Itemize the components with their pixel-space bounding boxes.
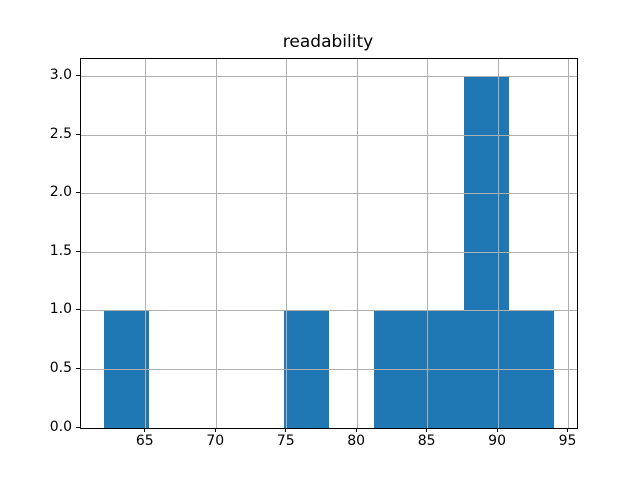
y-tick-label: 0.0 (49, 418, 72, 435)
y-tick-mark (76, 250, 80, 252)
y-tick-mark (76, 192, 80, 194)
y-gridline (81, 134, 577, 136)
x-tick-label: 80 (347, 433, 366, 449)
y-tick-label: 1.0 (49, 301, 72, 318)
y-gridline (81, 76, 577, 78)
y-tick-mark (76, 309, 80, 311)
y-tick-mark (76, 367, 80, 369)
x-tick-label: 95 (558, 433, 577, 449)
x-tick-mark (285, 428, 287, 432)
x-gridline (497, 59, 499, 428)
x-tick-label: 75 (276, 433, 295, 449)
x-gridline (215, 59, 217, 428)
x-gridline (568, 59, 570, 428)
x-tick-mark (355, 428, 357, 432)
y-tick-label: 1.5 (49, 242, 72, 259)
y-tick-mark (76, 426, 80, 428)
x-tick-mark (567, 428, 569, 432)
y-gridline (81, 251, 577, 253)
x-gridline (356, 59, 358, 428)
y-tick-mark (76, 133, 80, 135)
y-tick-mark (76, 75, 80, 77)
y-tick-label: 3.0 (49, 67, 72, 84)
x-tick-mark (144, 428, 146, 432)
x-tick-mark (496, 428, 498, 432)
y-tick-label: 2.5 (49, 125, 72, 142)
x-gridline (427, 59, 429, 428)
x-gridline (145, 59, 147, 428)
x-tick-label: 85 (417, 433, 436, 449)
x-tick-label: 65 (135, 433, 154, 449)
y-gridline (81, 193, 577, 195)
y-tick-label: 2.0 (49, 184, 72, 201)
y-tick-label: 0.5 (49, 359, 72, 376)
y-gridline (81, 310, 577, 312)
plot-area (80, 58, 578, 429)
x-tick-mark (426, 428, 428, 432)
chart-title: readability (282, 32, 374, 52)
x-tick-label: 70 (206, 433, 225, 449)
y-gridline (81, 368, 577, 370)
x-gridline (286, 59, 288, 428)
x-tick-mark (214, 428, 216, 432)
x-tick-label: 90 (488, 433, 506, 449)
